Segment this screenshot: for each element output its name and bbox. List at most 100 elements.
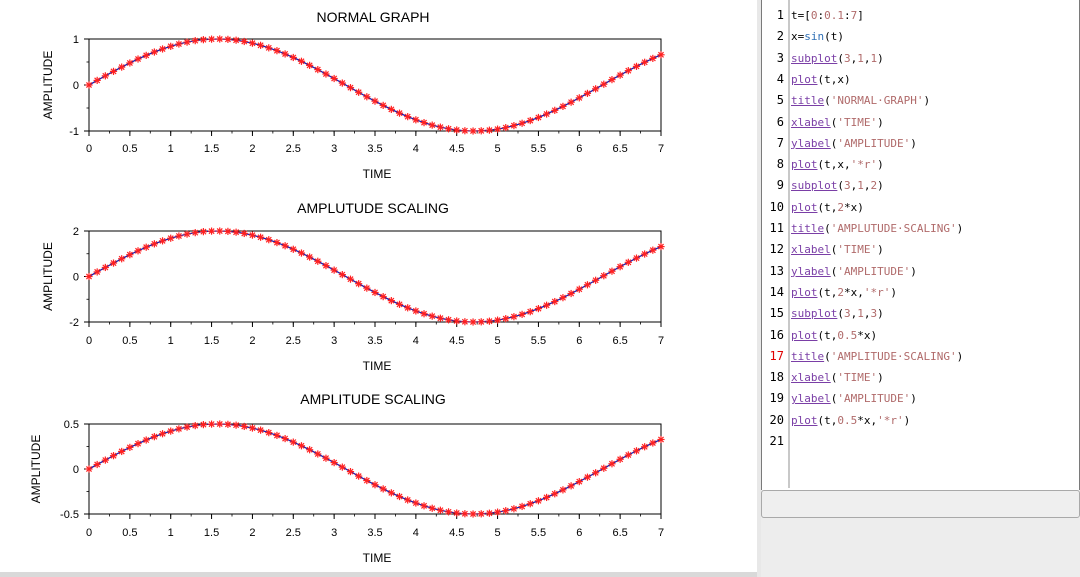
y-tick-label: -2: [69, 317, 79, 329]
subplot-3[interactable]: AMPLITUDE SCALING 0 0.5 1 1.5 2 2.5 3 3.5 4 4.5 5 5.…: [29, 391, 665, 565]
asterisk-marker: [109, 67, 118, 75]
x-tick-label: 1: [168, 335, 174, 347]
code-line[interactable]: xlabel('TIME'): [791, 371, 884, 385]
code-line[interactable]: plot(t,0.5*x,'*r'): [791, 413, 911, 427]
subplot-2[interactable]: AMPLUTUDE SCALING 0 0.5 1 1.5 2 2.5 3 3.5 4 4.5 5 5.…: [41, 200, 665, 373]
asterisk-marker: [412, 116, 420, 124]
line-number: 2: [776, 29, 784, 44]
asterisk-marker: [477, 318, 485, 326]
asterisk-marker: [363, 284, 371, 292]
asterisk-marker: [641, 250, 649, 258]
code-text-area[interactable]: t=[0:0.1:7] x=sin(t) subplot(3,1,1) plot(t,…: [791, 0, 1079, 488]
asterisk-marker: [118, 255, 126, 263]
figure-canvas[interactable]: NORMAL GRAPH 0 0.5 1 1.5 2 2.5 3 3.5 4 4.5 5 5.5 6 6.5…: [0, 0, 757, 572]
x-tick-label: 3: [331, 527, 337, 539]
asterisk-marker: [436, 123, 444, 131]
asterisk-marker: [632, 447, 641, 455]
code-line[interactable]: title('AMPLITUDE·SCALING'): [791, 349, 964, 363]
code-line[interactable]: xlabel('TIME'): [791, 243, 884, 257]
asterisk-marker: [510, 505, 518, 513]
asterisk-marker: [526, 308, 534, 316]
asterisk-marker: [461, 510, 469, 518]
asterisk-marker: [420, 310, 428, 318]
code-line[interactable]: plot(t,x,'*r'): [791, 158, 884, 172]
asterisk-marker: [191, 37, 199, 45]
x-tick-label: 5: [495, 527, 501, 539]
x-tick-label: 3.5: [367, 143, 382, 155]
asterisk-marker: [93, 268, 101, 276]
asterisk-marker: [510, 313, 518, 321]
x-tick-label: 1.5: [204, 143, 219, 155]
code-line[interactable]: xlabel('TIME'): [791, 115, 884, 129]
code-line[interactable]: subplot(3,1,2): [791, 179, 884, 193]
x-tick-label: 5: [495, 335, 501, 347]
asterisk-marker: [158, 45, 167, 53]
asterisk-marker: [575, 94, 583, 102]
asterisk-marker: [207, 420, 216, 428]
code-line[interactable]: title('NORMAL·GRAPH'): [791, 94, 931, 108]
asterisk-marker: [616, 71, 624, 79]
code-line[interactable]: ylabel('AMPLITUDE'): [791, 136, 917, 150]
asterisk-marker: [453, 126, 461, 134]
line-number: 13: [769, 263, 784, 278]
asterisk-marker: [387, 105, 395, 113]
asterisk-marker: [649, 246, 657, 254]
asterisk-marker: [306, 253, 314, 261]
asterisk-marker: [265, 44, 273, 52]
asterisk-marker: [551, 106, 559, 114]
asterisk-marker: [477, 127, 485, 135]
code-line[interactable]: plot(t,2*x,'*r'): [791, 285, 897, 299]
editor-status-bar: [761, 490, 1080, 518]
asterisk-marker: [624, 258, 632, 266]
code-line[interactable]: subplot(3,1,3): [791, 307, 884, 321]
asterisk-marker: [142, 51, 150, 59]
code-line[interactable]: t=[0:0.1:7]: [791, 9, 864, 22]
subplot-1[interactable]: NORMAL GRAPH 0 0.5 1 1.5 2 2.5 3 3.5 4 4.5 5 5.5 6 6.5…: [41, 9, 665, 181]
code-line[interactable]: title('AMPLUTUDE·SCALING'): [791, 222, 964, 235]
code-line[interactable]: plot(t,2*x): [791, 200, 864, 214]
asterisk-marker: [257, 426, 265, 434]
code-line[interactable]: ylabel('AMPLITUDE'): [791, 264, 917, 278]
asterisk-marker: [453, 317, 461, 325]
asterisk-marker: [371, 288, 379, 297]
asterisk-marker: [379, 485, 387, 493]
asterisk-marker: [338, 79, 346, 87]
code-line[interactable]: plot(t,x): [791, 72, 851, 86]
asterisk-marker: [265, 236, 273, 244]
asterisk-marker: [199, 36, 207, 44]
asterisk-marker: [420, 119, 428, 127]
code-line[interactable]: ylabel('AMPLITUDE'): [791, 392, 917, 406]
asterisk-marker: [444, 125, 453, 133]
code-line[interactable]: plot(t,0.5*x): [791, 328, 878, 342]
asterisk-marker: [216, 227, 224, 235]
line-number: 8: [776, 157, 784, 172]
asterisk-marker: [583, 281, 592, 289]
asterisk-marker: [355, 280, 363, 288]
y-tick-label: 0: [73, 80, 79, 92]
asterisk-marker: [355, 88, 363, 96]
asterisk-marker: [240, 37, 248, 46]
line-number: 7: [776, 135, 784, 150]
code-line[interactable]: subplot(3,1,1): [791, 51, 884, 65]
asterisk-marker: [150, 433, 158, 441]
asterisk-marker: [183, 38, 191, 46]
asterisk-marker: [608, 267, 616, 275]
asterisk-marker: [600, 272, 608, 280]
asterisk-marker: [559, 486, 567, 494]
code-line[interactable]: x=sin(t): [791, 30, 844, 44]
asterisk-marker: [134, 440, 142, 448]
asterisk-marker: [232, 421, 240, 429]
subplot-title: AMPLUTUDE SCALING: [297, 200, 449, 216]
asterisk-marker: [444, 508, 453, 516]
asterisk-marker: [624, 67, 632, 75]
asterisk-marker: [224, 35, 232, 43]
asterisk-marker: [363, 93, 371, 101]
asterisk-marker: [559, 294, 567, 302]
asterisk-marker: [150, 240, 158, 248]
line-number: 14: [769, 284, 784, 299]
code-editor[interactable]: 1 2 3 4 5 6 7 8 9 10 11 12 13 14 15 16 17 18 19 20 21 t=[0:0…: [761, 0, 1080, 490]
asterisk-marker: [142, 436, 150, 444]
y-tick-label: 2: [73, 226, 79, 238]
asterisk-marker: [493, 316, 502, 324]
y-tick-label: -1: [69, 126, 79, 138]
